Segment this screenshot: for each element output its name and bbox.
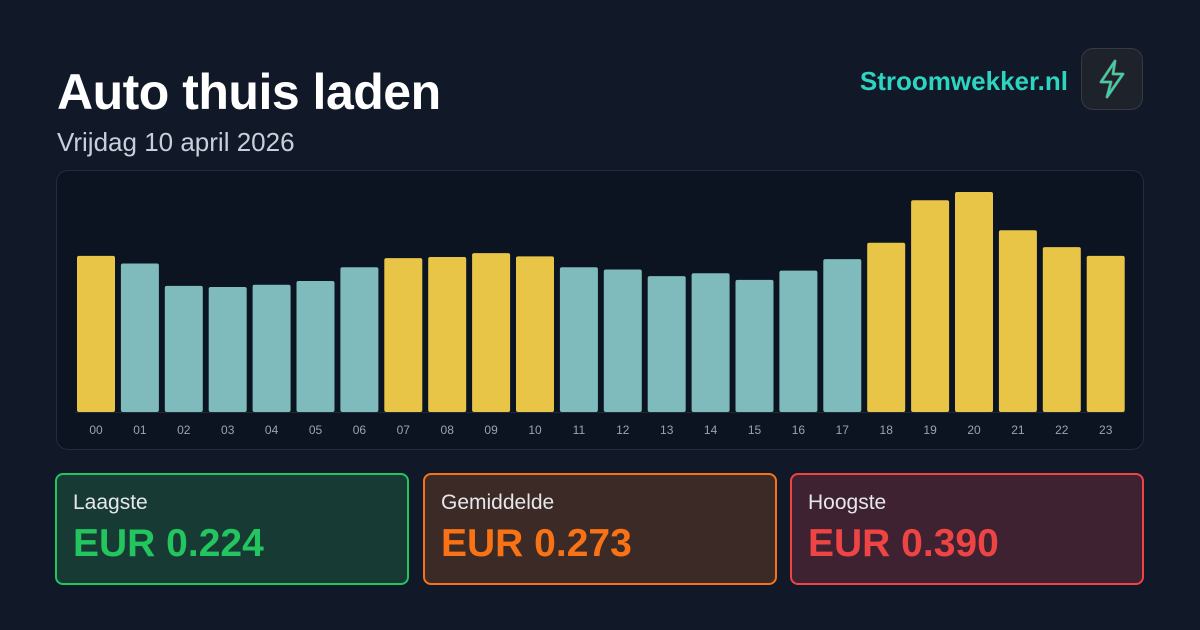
- x-tick-label: 00: [89, 423, 103, 437]
- average-price-value: EUR 0.273: [441, 522, 632, 565]
- x-tick-label: 19: [923, 423, 937, 437]
- x-tick-label: 06: [353, 423, 367, 437]
- price-chart-svg: 00 01 02 03 04 05 06 07 08 09 10 11 12 13 14 15 16 17 18 19…: [75, 192, 1125, 437]
- x-tick-label: 02: [177, 423, 191, 437]
- x-tick-label: 01: [133, 423, 147, 437]
- x-tick-label: 05: [309, 423, 323, 437]
- highest-price-label: Hoogste: [808, 491, 887, 514]
- brand-name[interactable]: Stroomwekker.nl: [859, 66, 1068, 96]
- bar-hour-08[interactable]: [428, 257, 467, 412]
- x-tick-label: 09: [484, 423, 498, 437]
- bar-hour-15[interactable]: [735, 279, 774, 412]
- x-tick-label: 15: [748, 423, 762, 437]
- x-tick-label: 18: [880, 423, 894, 437]
- x-tick-label: 23: [1099, 423, 1113, 437]
- bar-hour-06[interactable]: [340, 267, 379, 412]
- x-tick-label: 04: [265, 423, 279, 437]
- x-tick-label: 17: [836, 423, 850, 437]
- x-tick-label: 16: [792, 423, 806, 437]
- bar-hour-02[interactable]: [164, 285, 203, 412]
- x-tick-label: 12: [616, 423, 630, 437]
- bar-hour-19[interactable]: [911, 200, 950, 412]
- bar-hour-10[interactable]: [516, 256, 554, 412]
- price-chart: 00 01 02 03 04 05 06 07 08 09 10 11 12 13 14 15 16 17 18 19…: [56, 170, 1144, 450]
- page-subtitle: Vrijdag 10 april 2026: [57, 127, 295, 157]
- highest-price-value: EUR 0.390: [808, 522, 999, 565]
- bar-hour-05[interactable]: [296, 281, 335, 412]
- bar-hour-07[interactable]: [384, 258, 423, 412]
- bar-hour-00[interactable]: [77, 255, 115, 412]
- x-tick-label: 11: [573, 423, 586, 437]
- brand-logo[interactable]: [1081, 48, 1143, 110]
- x-tick-label: 07: [397, 423, 411, 437]
- x-tick-label: 14: [704, 423, 718, 437]
- x-tick-label: 22: [1055, 423, 1069, 437]
- x-tick-label: 20: [967, 423, 981, 437]
- bar-hour-14[interactable]: [691, 273, 730, 412]
- bar-hour-09[interactable]: [472, 253, 511, 412]
- average-price-label: Gemiddelde: [441, 491, 555, 514]
- x-tick-label: 13: [660, 423, 674, 437]
- x-tick-label: 03: [221, 423, 235, 437]
- lowest-price-card: Laagste EUR 0.224: [55, 473, 409, 585]
- bar-hour-17[interactable]: [823, 259, 862, 412]
- bar-hour-20[interactable]: [955, 192, 993, 412]
- bar-hour-23[interactable]: [1086, 255, 1125, 412]
- highest-price-card: Hoogste EUR 0.390: [790, 473, 1144, 585]
- x-tick-label: 21: [1011, 423, 1025, 437]
- bar-hour-21[interactable]: [998, 230, 1037, 412]
- x-tick-label: 10: [528, 423, 542, 437]
- bar-hour-22[interactable]: [1042, 247, 1081, 412]
- bar-hour-13[interactable]: [647, 276, 686, 412]
- bar-hour-01[interactable]: [120, 263, 159, 413]
- bar-hour-03[interactable]: [208, 287, 247, 412]
- x-tick-label: 08: [441, 423, 455, 437]
- average-price-card: Gemiddelde EUR 0.273: [423, 473, 777, 585]
- bar-hour-11[interactable]: [559, 267, 598, 412]
- bar-hour-16[interactable]: [779, 270, 818, 412]
- lowest-price-label: Laagste: [73, 491, 148, 514]
- bar-hour-12[interactable]: [603, 269, 642, 413]
- bar-hour-18[interactable]: [867, 242, 906, 412]
- lowest-price-value: EUR 0.224: [73, 522, 264, 565]
- page-title: Auto thuis laden: [57, 64, 441, 120]
- lightning-bolt-icon: [1099, 59, 1125, 99]
- bar-hour-04[interactable]: [252, 284, 291, 412]
